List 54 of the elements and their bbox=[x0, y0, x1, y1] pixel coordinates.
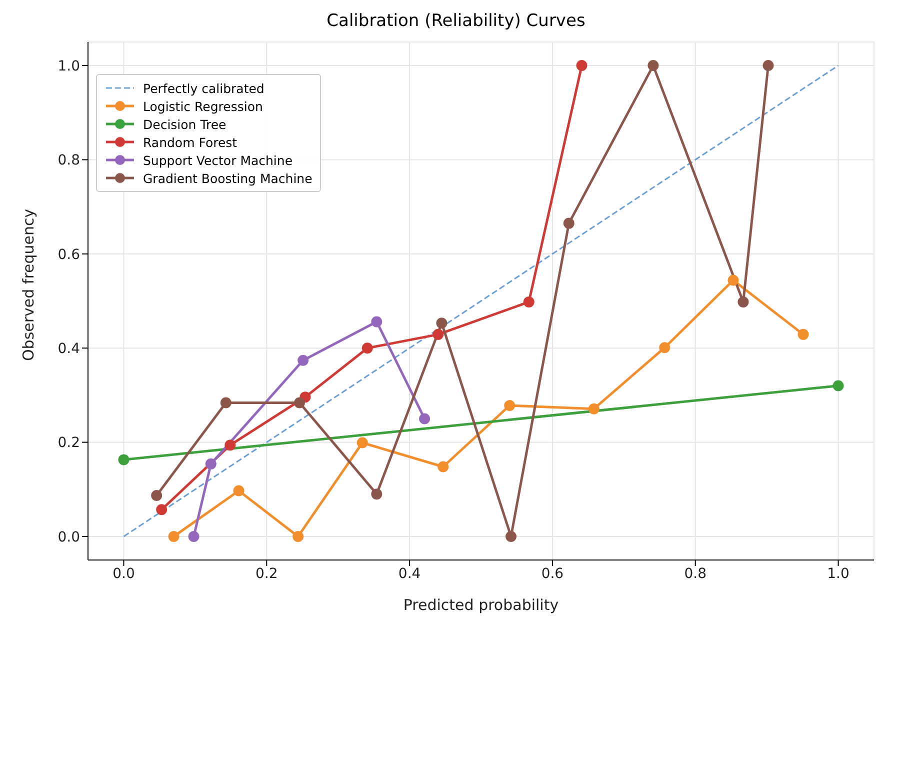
legend-label: Perfectly calibrated bbox=[143, 80, 264, 96]
point bbox=[156, 504, 168, 516]
x-tick-label: 0.2 bbox=[256, 566, 278, 582]
legend-label: Support Vector Machine bbox=[143, 152, 293, 168]
x-tick-label: 0.0 bbox=[112, 566, 135, 582]
point bbox=[762, 60, 774, 72]
point bbox=[563, 218, 574, 229]
x-axis-title: Predicted probability bbox=[403, 596, 559, 614]
point bbox=[798, 328, 809, 340]
legend-label: Decision Tree bbox=[143, 116, 226, 132]
point bbox=[523, 296, 534, 308]
chart-title: Calibration (Reliability) Curves bbox=[326, 10, 586, 33]
legend-label: Gradient Boosting Machine bbox=[143, 170, 312, 186]
y-axis-title: Observed frequency bbox=[19, 208, 38, 361]
point bbox=[151, 490, 162, 501]
legend-label: Random Forest bbox=[143, 134, 238, 150]
y-tick-label: 0.2 bbox=[58, 435, 80, 452]
legend-label: Logistic Regression bbox=[143, 98, 263, 114]
point bbox=[294, 397, 306, 408]
point bbox=[588, 403, 600, 414]
point bbox=[738, 296, 749, 308]
point bbox=[659, 342, 670, 354]
point bbox=[298, 354, 309, 366]
point bbox=[205, 458, 216, 470]
point bbox=[832, 380, 844, 392]
x-tick-label: 0.6 bbox=[541, 566, 564, 582]
point bbox=[419, 413, 430, 424]
point bbox=[362, 342, 373, 354]
point bbox=[576, 60, 588, 72]
point bbox=[438, 461, 449, 472]
point bbox=[233, 485, 244, 496]
point bbox=[188, 530, 200, 542]
point bbox=[728, 274, 739, 286]
y-tick-label: 0.6 bbox=[58, 246, 80, 263]
y-tick-label: 0.8 bbox=[58, 152, 80, 169]
point bbox=[220, 397, 232, 408]
point bbox=[292, 530, 304, 542]
x-tick-label: 0.8 bbox=[684, 566, 706, 582]
y-tick-label: 0.0 bbox=[58, 529, 80, 546]
point bbox=[648, 60, 659, 72]
point bbox=[356, 437, 368, 448]
point bbox=[432, 328, 444, 340]
point bbox=[224, 440, 236, 451]
y-tick-label: 1.0 bbox=[58, 58, 80, 75]
point bbox=[504, 400, 516, 412]
x-tick-label: 0.4 bbox=[398, 566, 421, 582]
point bbox=[506, 530, 517, 542]
point bbox=[118, 454, 130, 466]
y-tick-label: 0.4 bbox=[58, 341, 80, 358]
point bbox=[168, 530, 180, 542]
point bbox=[436, 318, 448, 329]
point bbox=[371, 316, 382, 328]
point bbox=[371, 488, 382, 500]
x-tick-label: 1.0 bbox=[827, 566, 850, 582]
